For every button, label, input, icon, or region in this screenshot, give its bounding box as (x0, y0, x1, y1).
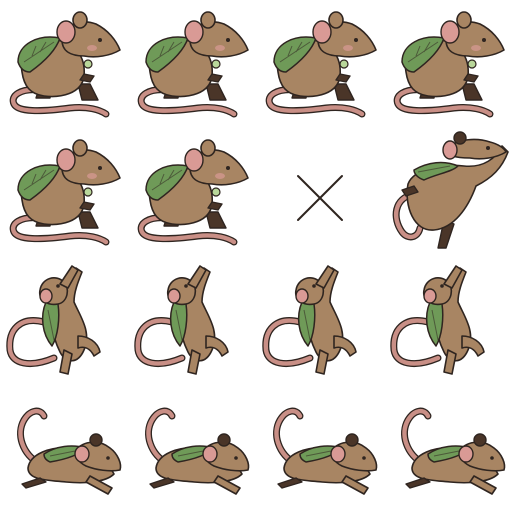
mouse-climbing-icon (262, 265, 357, 375)
sprite-frame (0, 256, 128, 384)
mouse-sitting-icon (137, 139, 249, 246)
mouse-sitting-icon (393, 11, 505, 118)
mouse-climbing-icon (6, 265, 101, 375)
sprite-frame (384, 384, 512, 512)
sprite-frame (128, 256, 256, 384)
sprite-frame (0, 128, 128, 256)
mouse-sitting-icon (137, 11, 249, 118)
mouse-climbing-icon (134, 265, 229, 375)
mouse-sitting-icon (265, 11, 377, 118)
mouse-climbing-icon (390, 265, 485, 375)
mouse-sitting-icon (9, 139, 121, 246)
sprite-frame (0, 384, 128, 512)
mouse-crouching-icon (273, 407, 378, 495)
sprite-frame (384, 0, 512, 128)
sprite-frame (256, 256, 384, 384)
sprite-frame (256, 128, 384, 256)
sprite-frame (256, 384, 384, 512)
sprite-frame (384, 128, 512, 256)
mouse-crouching-icon (401, 407, 506, 495)
sprite-frame (128, 384, 256, 512)
empty-frame-x-icon (297, 175, 343, 221)
mouse-crouching-icon (145, 407, 250, 495)
mouse-leaping-icon (392, 131, 509, 249)
sprite-frame (384, 256, 512, 384)
sprite-frame (128, 128, 256, 256)
mouse-crouching-icon (17, 407, 122, 495)
empty-frame-x-icon (297, 175, 343, 221)
sprite-frame (256, 0, 384, 128)
sprite-frame (0, 0, 128, 128)
sprite-frame (128, 0, 256, 128)
mouse-sitting-icon (9, 11, 121, 118)
